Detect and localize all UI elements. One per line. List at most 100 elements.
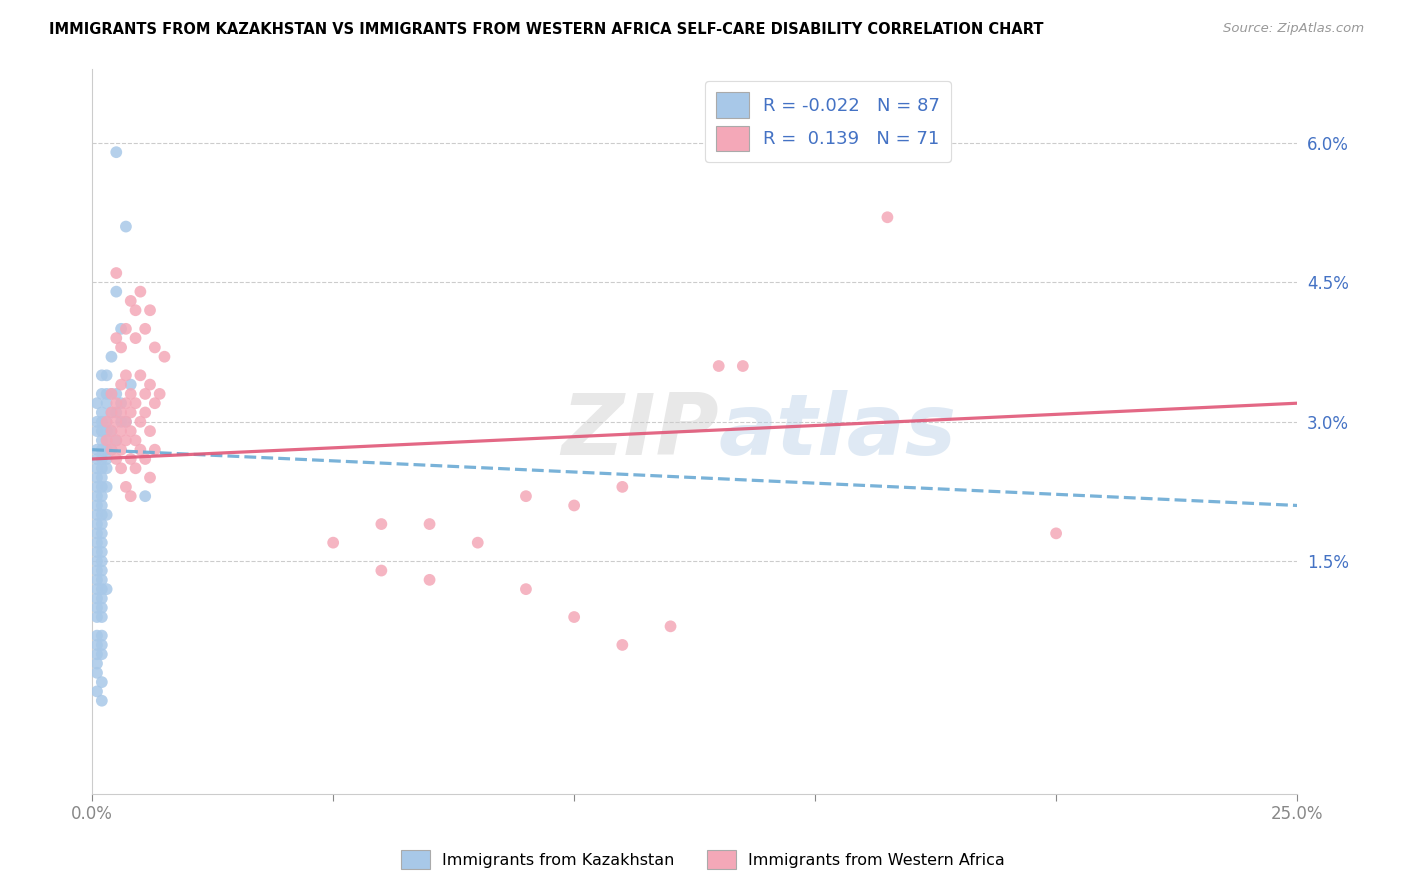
Point: [115, 396, 138, 410]
Point: [124, 461, 146, 475]
Point: [90, 629, 112, 643]
Point: [115, 219, 138, 234]
Point: [86, 480, 108, 494]
Point: [115, 415, 138, 429]
Point: [105, 452, 128, 467]
Point: [143, 396, 166, 410]
Point: [96, 368, 118, 383]
Point: [96, 415, 118, 429]
Point: [562, 499, 585, 513]
Point: [105, 387, 128, 401]
Point: [153, 350, 176, 364]
Point: [129, 285, 152, 299]
Point: [96, 434, 118, 448]
Point: [120, 489, 142, 503]
Point: [86, 545, 108, 559]
Point: [115, 434, 138, 448]
Point: [86, 665, 108, 680]
Point: [90, 554, 112, 568]
Point: [86, 573, 108, 587]
Point: [110, 396, 132, 410]
Point: [90, 675, 112, 690]
Point: [139, 470, 162, 484]
Point: [120, 387, 142, 401]
Point: [100, 442, 122, 457]
Point: [90, 545, 112, 559]
Point: [86, 452, 108, 467]
Point: [90, 452, 112, 467]
Point: [86, 629, 108, 643]
Point: [86, 591, 108, 606]
Point: [100, 387, 122, 401]
Point: [90, 573, 112, 587]
Point: [86, 489, 108, 503]
Point: [86, 517, 108, 532]
Point: [96, 387, 118, 401]
Point: [90, 415, 112, 429]
Point: [90, 638, 112, 652]
Point: [134, 405, 156, 419]
Point: [86, 499, 108, 513]
Point: [90, 591, 112, 606]
Text: atlas: atlas: [718, 390, 957, 473]
Point: [115, 322, 138, 336]
Point: [120, 424, 142, 438]
Point: [90, 461, 112, 475]
Point: [110, 405, 132, 419]
Point: [143, 340, 166, 354]
Point: [139, 377, 162, 392]
Point: [100, 350, 122, 364]
Point: [96, 461, 118, 475]
Point: [100, 387, 122, 401]
Point: [90, 387, 112, 401]
Point: [124, 331, 146, 345]
Point: [90, 499, 112, 513]
Point: [105, 285, 128, 299]
Point: [659, 619, 682, 633]
Point: [515, 582, 537, 596]
Point: [110, 377, 132, 392]
Point: [90, 442, 112, 457]
Point: [100, 424, 122, 438]
Point: [90, 600, 112, 615]
Point: [86, 564, 108, 578]
Point: [731, 359, 754, 373]
Point: [90, 610, 112, 624]
Point: [467, 535, 489, 549]
Text: ZIP: ZIP: [561, 390, 718, 473]
Legend: R = -0.022   N = 87, R =  0.139   N = 71: R = -0.022 N = 87, R = 0.139 N = 71: [706, 81, 950, 162]
Point: [105, 266, 128, 280]
Point: [134, 322, 156, 336]
Point: [96, 442, 118, 457]
Point: [134, 387, 156, 401]
Point: [96, 415, 118, 429]
Point: [86, 535, 108, 549]
Point: [100, 442, 122, 457]
Point: [90, 405, 112, 419]
Point: [86, 582, 108, 596]
Point: [86, 610, 108, 624]
Point: [90, 694, 112, 708]
Point: [124, 434, 146, 448]
Point: [86, 415, 108, 429]
Point: [90, 564, 112, 578]
Point: [120, 377, 142, 392]
Point: [419, 573, 441, 587]
Point: [120, 452, 142, 467]
Point: [86, 647, 108, 661]
Point: [86, 461, 108, 475]
Point: [120, 405, 142, 419]
Point: [105, 415, 128, 429]
Point: [90, 368, 112, 383]
Point: [134, 452, 156, 467]
Point: [129, 442, 152, 457]
Point: [90, 434, 112, 448]
Point: [100, 405, 122, 419]
Point: [105, 405, 128, 419]
Point: [96, 396, 118, 410]
Point: [90, 508, 112, 522]
Point: [322, 535, 344, 549]
Text: IMMIGRANTS FROM KAZAKHSTAN VS IMMIGRANTS FROM WESTERN AFRICA SELF-CARE DISABILIT: IMMIGRANTS FROM KAZAKHSTAN VS IMMIGRANTS…: [49, 22, 1043, 37]
Point: [707, 359, 730, 373]
Point: [100, 405, 122, 419]
